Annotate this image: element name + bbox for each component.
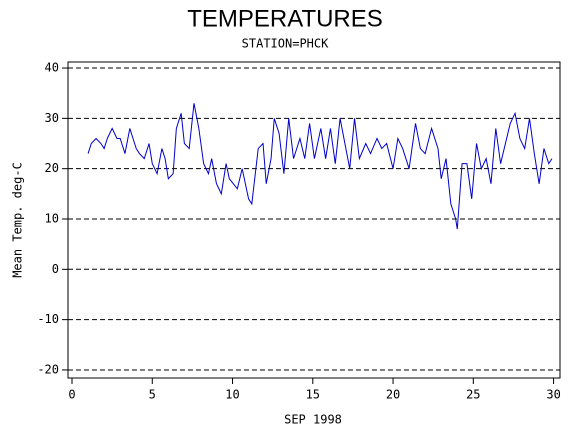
y-tick-label: 10 (45, 211, 59, 225)
plot-frame (67, 61, 561, 379)
y-tick-label: 30 (45, 111, 59, 125)
line-series (87, 103, 553, 230)
x-tick-label: 20 (386, 388, 400, 402)
y-tick-label: -10 (37, 312, 59, 326)
x-tick-label: 0 (68, 388, 75, 402)
x-axis-label: SEP 1998 (284, 413, 342, 427)
y-tick-label: 0 (52, 262, 59, 276)
chart-title: TEMPERATURES (187, 5, 383, 32)
y-tick-label: 40 (45, 61, 59, 75)
x-tick-label: 15 (306, 388, 320, 402)
x-tick-label: 10 (225, 388, 239, 402)
x-tick-label: 5 (149, 388, 156, 402)
y-tick-label: 20 (45, 161, 59, 175)
x-tick-label: 25 (466, 388, 480, 402)
y-tick-label: -20 (37, 362, 59, 376)
y-axis-label: Mean Temp. deg-C (11, 162, 25, 278)
chart-subtitle: STATION=PHCK (242, 37, 329, 51)
x-tick-label: 30 (546, 388, 560, 402)
